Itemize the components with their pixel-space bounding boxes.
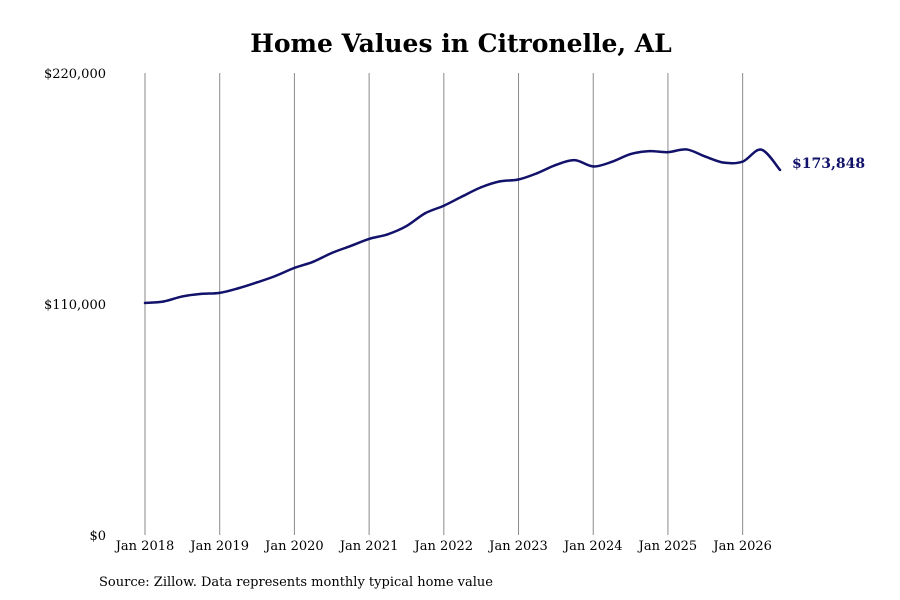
- data-point-23: [573, 158, 576, 162]
- data-point-32: [741, 160, 744, 163]
- data-point-26: [629, 152, 632, 156]
- x-tick-label: Jan 2023: [487, 539, 548, 554]
- data-points: [143, 148, 782, 305]
- x-tick-label: Jan 2019: [188, 539, 249, 554]
- x-tick-label: Jan 2022: [413, 539, 474, 554]
- data-point-5: [237, 287, 240, 290]
- x-tick-label: Jan 2021: [338, 539, 399, 554]
- data-point-20: [517, 178, 520, 181]
- data-point-17: [461, 195, 464, 198]
- data-point-11: [349, 244, 352, 248]
- x-tick-label: Jan 2026: [711, 539, 772, 554]
- data-point-4: [218, 291, 221, 295]
- data-point-1: [162, 300, 165, 303]
- y-tick-label: $0: [89, 529, 106, 544]
- data-point-0: [143, 301, 147, 305]
- x-tick-label: Jan 2025: [637, 539, 698, 554]
- data-point-34: [778, 168, 782, 172]
- end-value-label: $173,848: [792, 156, 865, 172]
- data-point-25: [610, 160, 614, 164]
- data-point-10: [330, 251, 333, 255]
- x-axis-ticks: Jan 2018 Jan 2019 Jan 2020 Jan 2021 Jan 2022…: [114, 539, 772, 554]
- source-note: Source: Zillow. Data represents monthly …: [99, 575, 493, 590]
- y-tick-label: $110,000: [44, 298, 106, 313]
- data-point-13: [386, 233, 389, 236]
- data-point-33: [760, 148, 763, 151]
- home-value-series-line: [143, 148, 782, 305]
- data-point-3: [199, 292, 203, 296]
- data-point-16: [442, 204, 446, 207]
- data-point-15: [423, 212, 427, 215]
- data-point-24: [592, 165, 595, 168]
- data-point-6: [255, 281, 259, 284]
- data-point-27: [648, 149, 651, 153]
- data-point-21: [536, 171, 539, 175]
- y-tick-label: $220,000: [44, 67, 106, 82]
- data-point-31: [722, 161, 726, 164]
- data-point-30: [704, 155, 707, 158]
- data-point-9: [311, 260, 315, 263]
- data-point-18: [479, 186, 483, 189]
- x-tick-label: Jan 2018: [114, 539, 175, 554]
- data-point-22: [554, 163, 558, 167]
- y-axis-ticks: $0 $110,000 $220,000: [44, 67, 106, 544]
- x-tick-label: Jan 2020: [263, 539, 324, 554]
- chart-title: Home Values in Citronelle, AL: [250, 29, 672, 58]
- data-point-7: [274, 274, 277, 278]
- x-tick-label: Jan 2024: [562, 539, 623, 554]
- data-point-19: [498, 180, 502, 183]
- data-point-14: [405, 224, 408, 228]
- data-point-8: [293, 266, 296, 270]
- data-point-28: [666, 150, 670, 154]
- data-point-12: [367, 237, 371, 241]
- data-point-29: [685, 148, 688, 151]
- data-point-2: [181, 295, 184, 298]
- gridlines: [144, 73, 744, 535]
